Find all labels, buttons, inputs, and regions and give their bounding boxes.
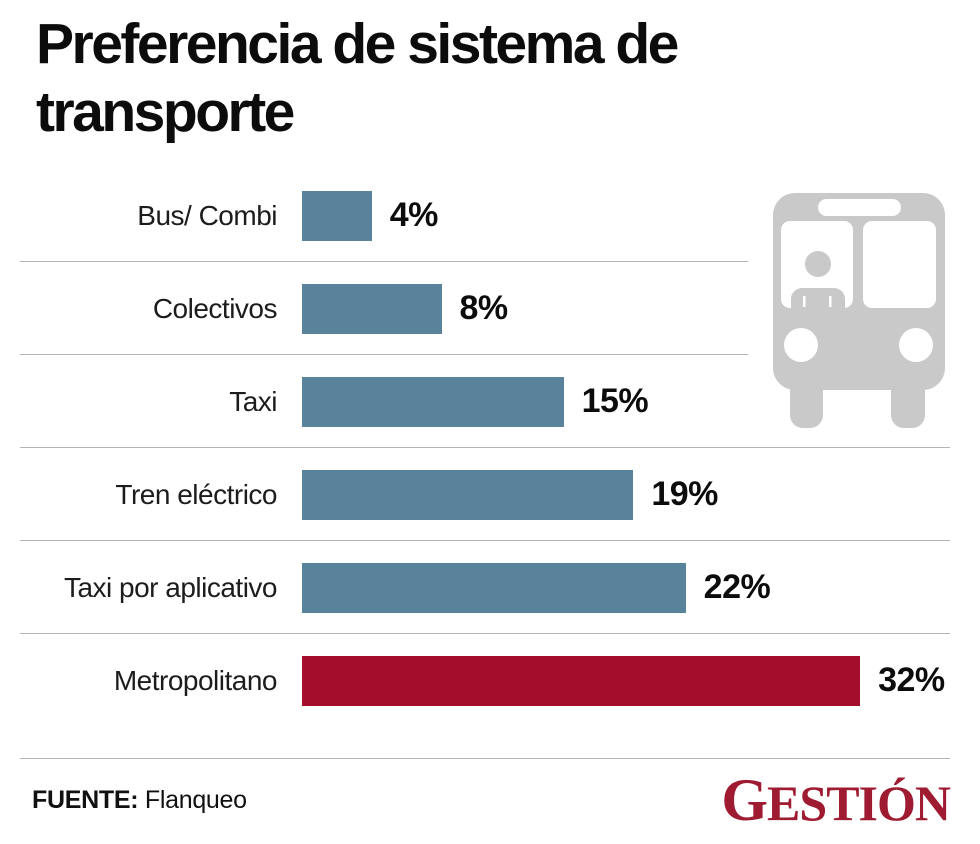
bar-chart: Bus/ Combi 4% Colectivos 8% Taxi 15% Tre… (20, 169, 950, 727)
value-label: 8% (459, 289, 509, 327)
value-label: 22% (703, 568, 771, 606)
source-text: FUENTE: Flanqueo (32, 786, 247, 815)
title-line-2: transporte (36, 80, 295, 145)
value-label: 19% (651, 475, 718, 513)
value-label: 32% (878, 661, 945, 699)
source-value: Flanqueo (144, 785, 247, 814)
page-title: Preferencia de sistema de transporte (36, 10, 950, 147)
gestion-logo: GESTIÓN (721, 767, 951, 833)
bus-icon (773, 193, 945, 428)
value-label: 15% (581, 382, 649, 420)
chart-row-taxi-por-aplicativo: Taxi por aplicativo 22% (20, 541, 950, 634)
bar (302, 562, 686, 613)
category-label: Taxi por aplicativo (63, 571, 278, 603)
category-label: Colectivos (152, 292, 278, 324)
chart-row-metropolitano: Metropolitano 32% (20, 634, 950, 727)
chart-row-colectivos: Colectivos 8% (20, 262, 950, 355)
bar (302, 655, 861, 706)
chart-row-tren-electrico: Tren eléctrico 19% (20, 448, 950, 541)
bar (302, 283, 442, 334)
chart-row-bus-combi: Bus/ Combi 4% (20, 169, 950, 262)
footer: FUENTE: Flanqueo GESTIÓN (32, 767, 951, 833)
category-label: Metropolitano (113, 664, 278, 696)
bar (302, 376, 564, 427)
footer-divider (20, 758, 950, 759)
title-line-1: Preferencia de sistema de (36, 12, 679, 76)
category-label: Taxi (229, 385, 277, 417)
chart-row-taxi: Taxi 15% (20, 355, 950, 448)
value-label: 4% (389, 196, 439, 234)
category-label: Tren eléctrico (115, 478, 277, 510)
source-label: FUENTE: (32, 785, 139, 814)
category-label: Bus/ Combi (137, 199, 277, 231)
bar (302, 469, 634, 520)
bar (302, 190, 372, 241)
